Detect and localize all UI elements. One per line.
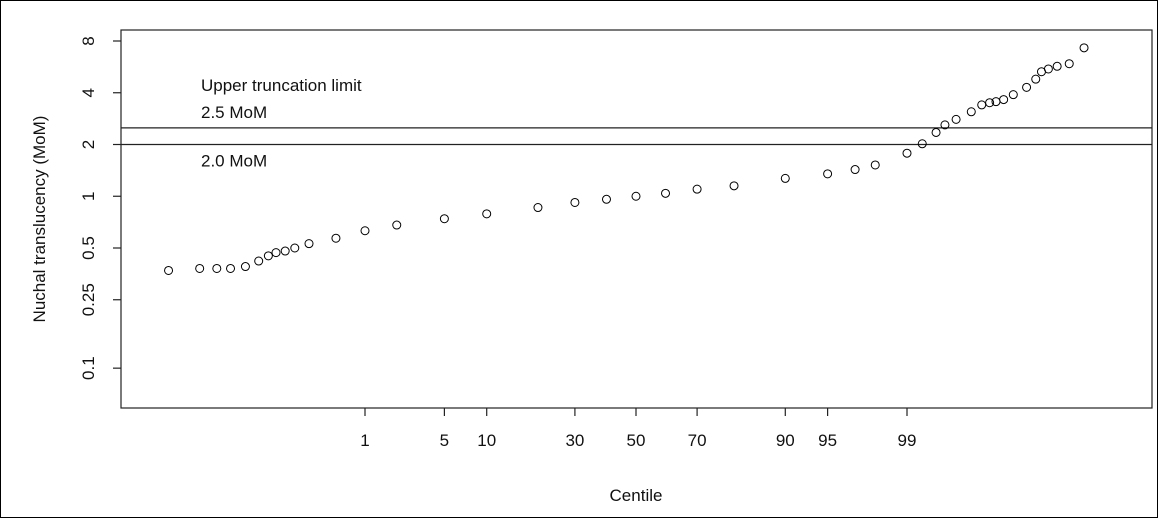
- data-point: [692, 184, 702, 194]
- data-point: [195, 263, 205, 273]
- data-point: [1079, 43, 1089, 53]
- y-tick-label: 8: [79, 36, 98, 45]
- data-point: [164, 265, 174, 275]
- y-tick-label: 0.1: [79, 356, 98, 380]
- reference-lines: Upper truncation limit 2.5 MoM 2.0 MoM: [121, 76, 1152, 171]
- x-tick-label: 50: [627, 431, 646, 450]
- data-point: [280, 246, 290, 256]
- data-point: [917, 139, 927, 149]
- data-point: [940, 120, 950, 130]
- data-point: [1043, 64, 1053, 74]
- x-tick-label: 1: [360, 431, 369, 450]
- data-point: [1052, 61, 1062, 71]
- data-points: [164, 43, 1089, 275]
- data-point: [254, 256, 264, 266]
- y-axis-title: Nuchal translucency (MoM): [30, 116, 49, 323]
- data-point: [240, 262, 250, 272]
- x-tick-label: 70: [688, 431, 707, 450]
- data-point: [331, 233, 341, 243]
- y-tick-label: 0.5: [79, 236, 98, 260]
- data-point: [1022, 82, 1032, 92]
- reference-line-label-upper: 2.5 MoM: [201, 103, 267, 122]
- data-point: [360, 226, 370, 236]
- data-point: [1031, 74, 1041, 84]
- data-point: [823, 169, 833, 179]
- data-point: [780, 173, 790, 183]
- data-point: [850, 165, 860, 175]
- data-point: [729, 181, 739, 191]
- x-tick-label: 99: [898, 431, 917, 450]
- y-tick-label: 2: [79, 140, 98, 149]
- data-point: [392, 220, 402, 230]
- data-point: [533, 203, 543, 213]
- data-point: [304, 239, 314, 249]
- data-point: [226, 263, 236, 273]
- y-tick-label: 1: [79, 192, 98, 201]
- x-tick-label: 5: [440, 431, 449, 450]
- data-point: [271, 248, 281, 258]
- x-axis: 1 5 10 30 50 70 90 95 99: [360, 408, 916, 450]
- data-point: [985, 98, 995, 108]
- data-point: [212, 263, 222, 273]
- x-tick-label: 95: [818, 431, 837, 450]
- data-point: [870, 160, 880, 170]
- data-point: [1008, 90, 1018, 100]
- y-axis: 8 4 2 1 0.5 0.25 0.1: [79, 36, 121, 380]
- x-axis-title: Centile: [610, 486, 663, 505]
- data-point: [482, 209, 492, 219]
- data-point: [290, 243, 300, 253]
- data-point: [902, 148, 912, 158]
- data-point: [977, 100, 987, 110]
- x-tick-label: 10: [477, 431, 496, 450]
- data-point: [999, 95, 1009, 105]
- data-point: [570, 197, 580, 207]
- y-tick-label: 4: [79, 88, 98, 97]
- x-tick-label: 90: [776, 431, 795, 450]
- data-point: [439, 214, 449, 224]
- data-point: [931, 127, 941, 137]
- data-point: [601, 194, 611, 204]
- reference-line-label-lower: 2.0 MoM: [201, 152, 267, 171]
- data-point: [1064, 59, 1074, 69]
- reference-line-caption: Upper truncation limit: [201, 76, 362, 95]
- x-tick-label: 30: [565, 431, 584, 450]
- data-point: [966, 107, 976, 117]
- data-point: [263, 251, 273, 261]
- y-tick-label: 0.25: [79, 283, 98, 316]
- data-point: [661, 188, 671, 198]
- data-point: [951, 114, 961, 124]
- data-point: [631, 191, 641, 201]
